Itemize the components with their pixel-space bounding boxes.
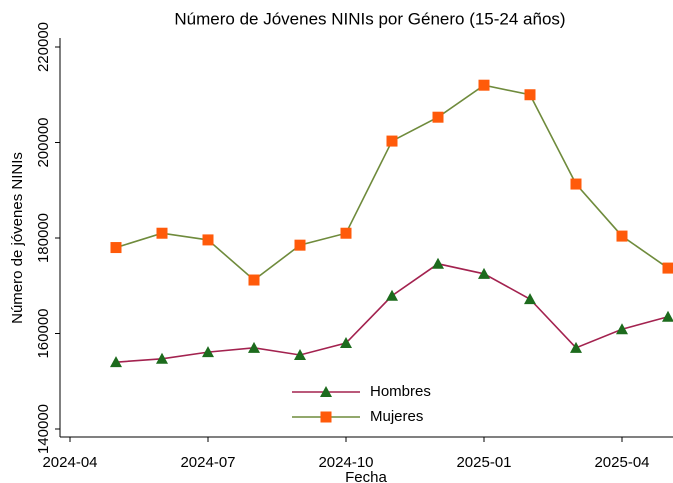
data-point	[386, 135, 398, 147]
data-point	[524, 89, 536, 101]
data-point	[294, 239, 306, 251]
data-point	[202, 234, 214, 246]
y-tick-label: 140000	[35, 404, 52, 454]
x-tick-label: 2025-04	[594, 454, 649, 471]
series-line	[115, 84, 669, 282]
data-point	[294, 348, 306, 360]
data-point	[248, 341, 260, 353]
data-point	[340, 227, 352, 239]
x-tick-label: 2024-04	[42, 454, 97, 471]
legend-marker	[320, 386, 332, 397]
chart-title: Número de Jóvenes NINIs por Género (15-2…	[174, 9, 565, 28]
y-tick-label: 160000	[35, 308, 52, 358]
data-point	[432, 257, 444, 269]
data-point	[616, 323, 628, 335]
y-tick-label: 180000	[35, 213, 52, 263]
legend-label: Mujeres	[370, 408, 423, 425]
x-tick-label: 2025-01	[456, 454, 511, 471]
x-axis-title: Fecha	[345, 469, 387, 483]
data-point	[524, 293, 536, 305]
legend-label: Hombres	[370, 383, 431, 400]
data-point	[570, 341, 582, 353]
data-point	[340, 337, 352, 349]
data-point	[662, 262, 673, 274]
y-tick-label: 220000	[35, 22, 52, 72]
data-point	[478, 79, 490, 91]
data-point	[156, 352, 168, 364]
data-point	[248, 274, 260, 286]
data-point	[662, 310, 673, 322]
data-point	[616, 230, 628, 242]
series-line	[115, 262, 669, 363]
x-tick-label: 2024-10	[318, 454, 373, 471]
data-point	[202, 346, 214, 358]
data-point	[432, 111, 444, 123]
data-point	[386, 289, 398, 301]
data-point	[110, 242, 122, 254]
data-point	[570, 178, 582, 190]
x-tick-label: 2024-07	[180, 454, 235, 471]
data-point	[478, 267, 490, 279]
data-point	[156, 227, 168, 239]
y-tick-label: 200000	[35, 117, 52, 167]
data-point	[110, 356, 122, 368]
legend	[288, 378, 448, 428]
y-axis-title: Número de jóvenes NINIs	[9, 152, 26, 324]
legend-marker	[320, 411, 332, 423]
